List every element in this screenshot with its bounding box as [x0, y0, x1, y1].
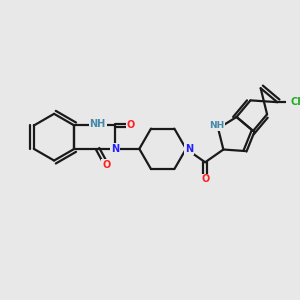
Text: NH: NH: [90, 119, 106, 129]
Text: O: O: [201, 174, 209, 184]
Text: NH: NH: [209, 121, 224, 130]
Text: N: N: [185, 144, 193, 154]
Text: Cl: Cl: [290, 97, 300, 107]
Text: O: O: [102, 160, 110, 170]
Text: N: N: [111, 144, 119, 154]
Text: O: O: [126, 121, 135, 130]
